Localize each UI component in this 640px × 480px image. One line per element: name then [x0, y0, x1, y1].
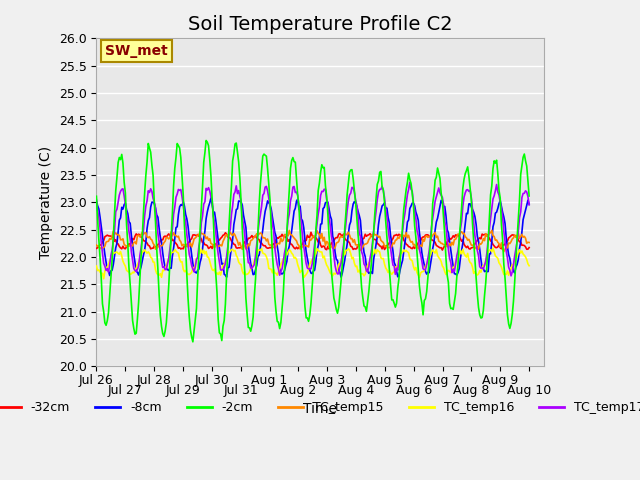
TC_temp17: [221, 261, 229, 266]
Line: -2cm: -2cm: [97, 141, 529, 342]
TC_temp15: [221, 233, 229, 239]
TC_temp15: [504, 245, 511, 251]
-2cm: [189, 339, 196, 345]
TC_temp17: [146, 190, 154, 195]
Line: TC_temp16: TC_temp16: [97, 248, 529, 279]
-32cm: [282, 235, 289, 240]
-8cm: [207, 195, 215, 201]
TC_temp15: [93, 242, 100, 248]
Y-axis label: Temperature (C): Temperature (C): [39, 146, 53, 259]
TC_temp17: [243, 249, 251, 254]
-8cm: [504, 244, 511, 250]
TC_temp17: [236, 193, 244, 199]
X-axis label: Time: Time: [303, 402, 337, 416]
-2cm: [93, 193, 100, 199]
-8cm: [93, 199, 100, 204]
TC_temp16: [100, 276, 108, 282]
TC_temp15: [282, 232, 289, 238]
Legend: -32cm, -8cm, -2cm, TC_temp15, TC_temp16, TC_temp17: -32cm, -8cm, -2cm, TC_temp15, TC_temp16,…: [0, 396, 640, 419]
TC_temp15: [236, 240, 244, 245]
TC_temp15: [146, 234, 154, 240]
TC_temp17: [282, 245, 289, 251]
-32cm: [93, 245, 100, 251]
TC_temp17: [502, 249, 510, 254]
TC_temp15: [525, 240, 533, 245]
TC_temp16: [147, 254, 154, 260]
-32cm: [504, 238, 511, 244]
TC_temp15: [285, 228, 293, 233]
TC_temp17: [406, 180, 413, 185]
-32cm: [236, 245, 244, 251]
TC_temp16: [237, 262, 245, 267]
TC_temp16: [525, 263, 533, 269]
-8cm: [337, 274, 345, 280]
Line: -32cm: -32cm: [97, 232, 529, 250]
-2cm: [246, 325, 253, 331]
Text: SW_met: SW_met: [106, 44, 168, 58]
TC_temp16: [244, 271, 252, 276]
Line: TC_temp15: TC_temp15: [97, 230, 529, 252]
-8cm: [237, 199, 245, 205]
-2cm: [239, 227, 246, 232]
TC_temp17: [93, 197, 100, 203]
-32cm: [146, 243, 154, 249]
TC_temp16: [93, 263, 100, 269]
-32cm: [525, 245, 533, 251]
-2cm: [525, 193, 533, 199]
-2cm: [504, 312, 511, 318]
-32cm: [221, 230, 229, 236]
-8cm: [283, 258, 291, 264]
-2cm: [224, 249, 232, 255]
TC_temp16: [489, 245, 497, 251]
Line: TC_temp17: TC_temp17: [97, 182, 529, 276]
TC_temp16: [504, 268, 511, 274]
-32cm: [438, 247, 446, 253]
-2cm: [202, 138, 210, 144]
-8cm: [244, 241, 252, 247]
Line: -8cm: -8cm: [97, 198, 529, 277]
TC_temp15: [243, 246, 251, 252]
-8cm: [146, 215, 154, 220]
TC_temp15: [500, 249, 508, 254]
TC_temp17: [508, 273, 515, 279]
TC_temp16: [223, 256, 230, 262]
-2cm: [146, 145, 154, 151]
-32cm: [243, 238, 251, 244]
TC_temp16: [283, 252, 291, 258]
-2cm: [284, 206, 292, 212]
-8cm: [525, 201, 533, 207]
TC_temp17: [525, 202, 533, 208]
Title: Soil Temperature Profile C2: Soil Temperature Profile C2: [188, 15, 452, 34]
-8cm: [223, 274, 230, 280]
-32cm: [307, 229, 315, 235]
